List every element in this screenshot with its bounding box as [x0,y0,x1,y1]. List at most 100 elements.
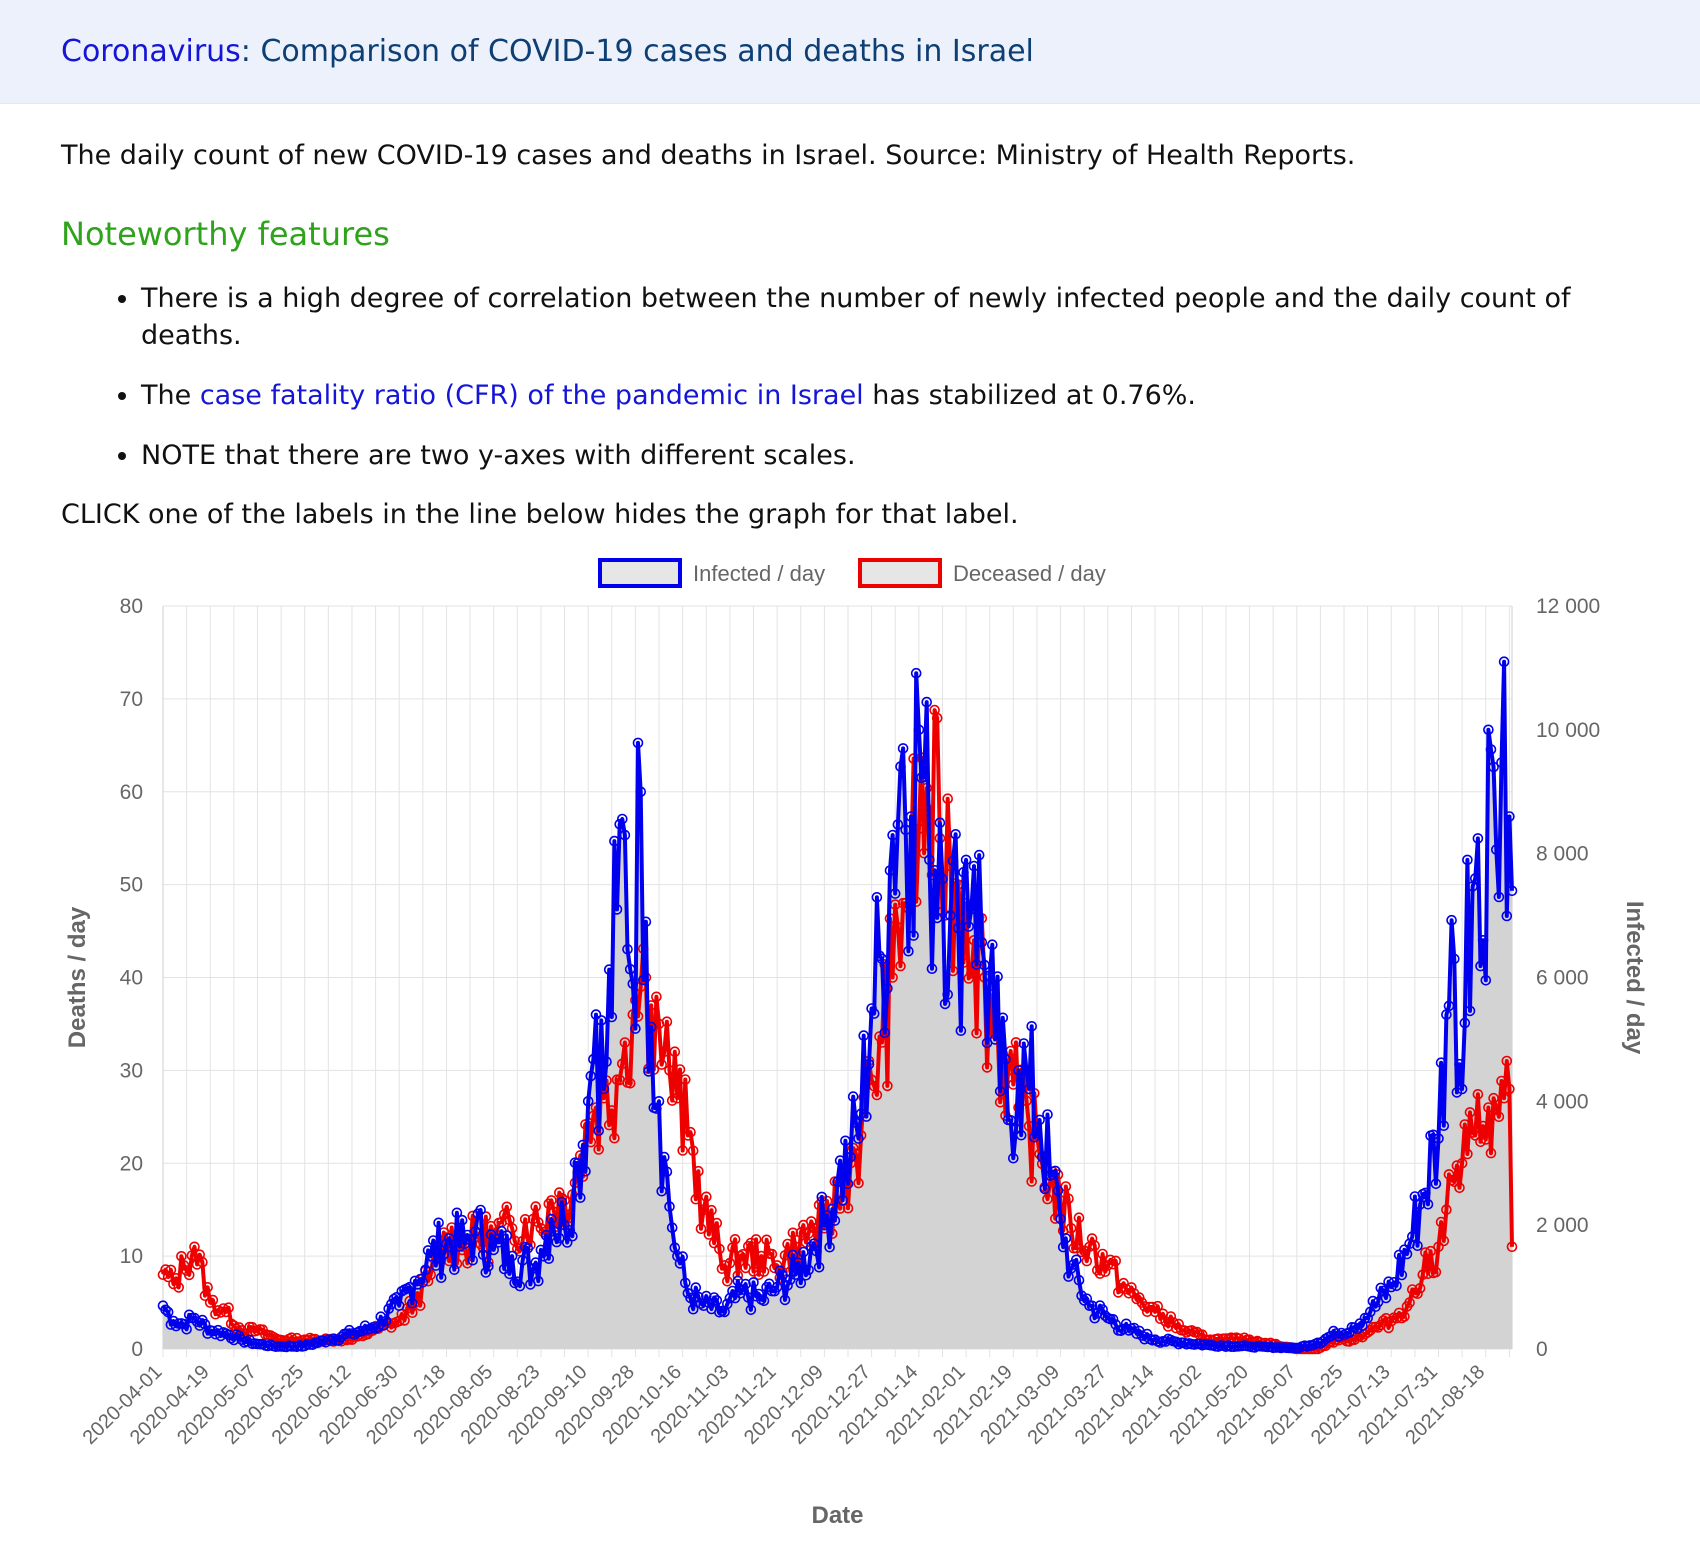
infected-point [742,1292,754,1303]
deceased-point [1391,1312,1402,1324]
deceased-point [1396,1312,1408,1324]
deceased-point [157,1269,169,1281]
legend-item-infected[interactable]: Infected / day [598,558,825,588]
deceased-point [1477,1120,1489,1132]
cfr-link[interactable]: case fatality ratio (CFR) of the pandemi… [199,379,864,411]
deceased-point [619,1037,631,1048]
deceased-point [981,1062,993,1073]
infected-point [976,936,988,948]
infected-point [1470,873,1481,884]
feature-text: has stabilized at 0.76%. [863,379,1196,411]
infected-point [1501,910,1513,922]
infected-point [181,1323,192,1335]
infected-point [1493,891,1505,903]
infected-point [475,1204,486,1216]
infected-point [1330,1328,1342,1339]
y-axis-right-title: Infected / day [1621,901,1648,1055]
infected-point [1015,1129,1027,1141]
infected-point [750,1290,762,1302]
infected-point [971,959,982,970]
infected-point [1480,974,1492,986]
infected-point [1449,953,1460,965]
infected-point [653,1095,665,1107]
deceased-point [714,1243,725,1255]
infected-point [580,1165,591,1177]
infected-point [422,1245,434,1256]
legend-item-infected-swatch [598,558,682,588]
deceased-point [173,1282,184,1293]
deceased-point [1435,1216,1447,1228]
feature-item: The case fatality ratio (CFR) of the pan… [141,378,1660,414]
infected-area-fill [163,661,1512,1349]
infected-point [1443,1000,1455,1012]
deceased-point [1165,1311,1177,1322]
infected-point [850,1117,862,1129]
infected-point [414,1273,426,1285]
infected-point [963,921,975,932]
deceased-point [1422,1268,1434,1280]
infected-point [532,1275,544,1287]
infected-point [1131,1328,1142,1340]
infected-point [336,1331,347,1343]
deceased-point [1475,1136,1486,1148]
deceased-point [1464,1107,1476,1118]
legend-item-deceased[interactable]: Deceased / day [858,558,1106,588]
infected-point [1372,1296,1384,1308]
infected-point [380,1315,392,1327]
infected-point [627,978,639,990]
infected-point [782,1280,793,1291]
deceased-point [771,1260,783,1271]
deceased-point [994,1096,1006,1108]
infected-point [958,866,969,878]
left-axis-tick: 20 [120,1152,143,1175]
infected-point [1456,1083,1468,1095]
infected-point [986,939,998,951]
infected-point [897,743,909,754]
infected-point [448,1264,460,1276]
infected-point [666,1222,678,1234]
deceased-point [693,1165,704,1177]
infected-point [548,1226,560,1237]
infected-point [1160,1336,1171,1347]
deceased-point [735,1250,746,1262]
infected-point [1351,1323,1363,1335]
deceased-point [748,1266,759,1277]
infected-point [861,1111,872,1122]
infected-point [924,854,935,866]
deceased-point [1451,1160,1463,1171]
infected-point [1139,1333,1150,1345]
deceased-point [399,1315,410,1326]
infected-point [1477,934,1489,946]
deceased-point [708,1237,720,1249]
infected-point [517,1255,528,1266]
infected-point [299,1340,311,1352]
infected-point [1391,1280,1402,1292]
deceased-point [189,1241,200,1253]
deceased-point [882,1080,893,1092]
page-title: Coronavirus: Comparison of COVID-19 case… [61,34,1034,69]
infected-point [1055,1213,1066,1225]
deceased-point [687,1145,699,1157]
title-link-coronavirus[interactable]: Coronavirus [61,34,241,69]
infected-point [787,1249,799,1261]
infected-point [921,696,933,708]
deceased-point [1493,1111,1505,1123]
deceased-point [679,1074,691,1085]
infected-point [863,1058,875,1070]
title-rest: : Comparison of COVID-19 cases and death… [240,34,1034,69]
legend: Infected / day Deceased / day [598,558,1106,588]
deceased-point [1123,1287,1135,1299]
right-axis-tick: 6 000 [1536,967,1589,990]
infected-point [430,1260,442,1271]
deceased-point [750,1234,762,1245]
right-axis-tick: 2 000 [1536,1214,1589,1237]
infected-point [826,1203,838,1215]
deceased-point [1412,1288,1423,1300]
infected-point [1446,914,1457,926]
deceased-point [698,1204,709,1216]
deceased-point [664,1065,675,1076]
infected-point [561,1237,573,1248]
infected-point [753,1288,765,1300]
deceased-point [1498,1092,1510,1104]
deceased-point [559,1195,570,1206]
